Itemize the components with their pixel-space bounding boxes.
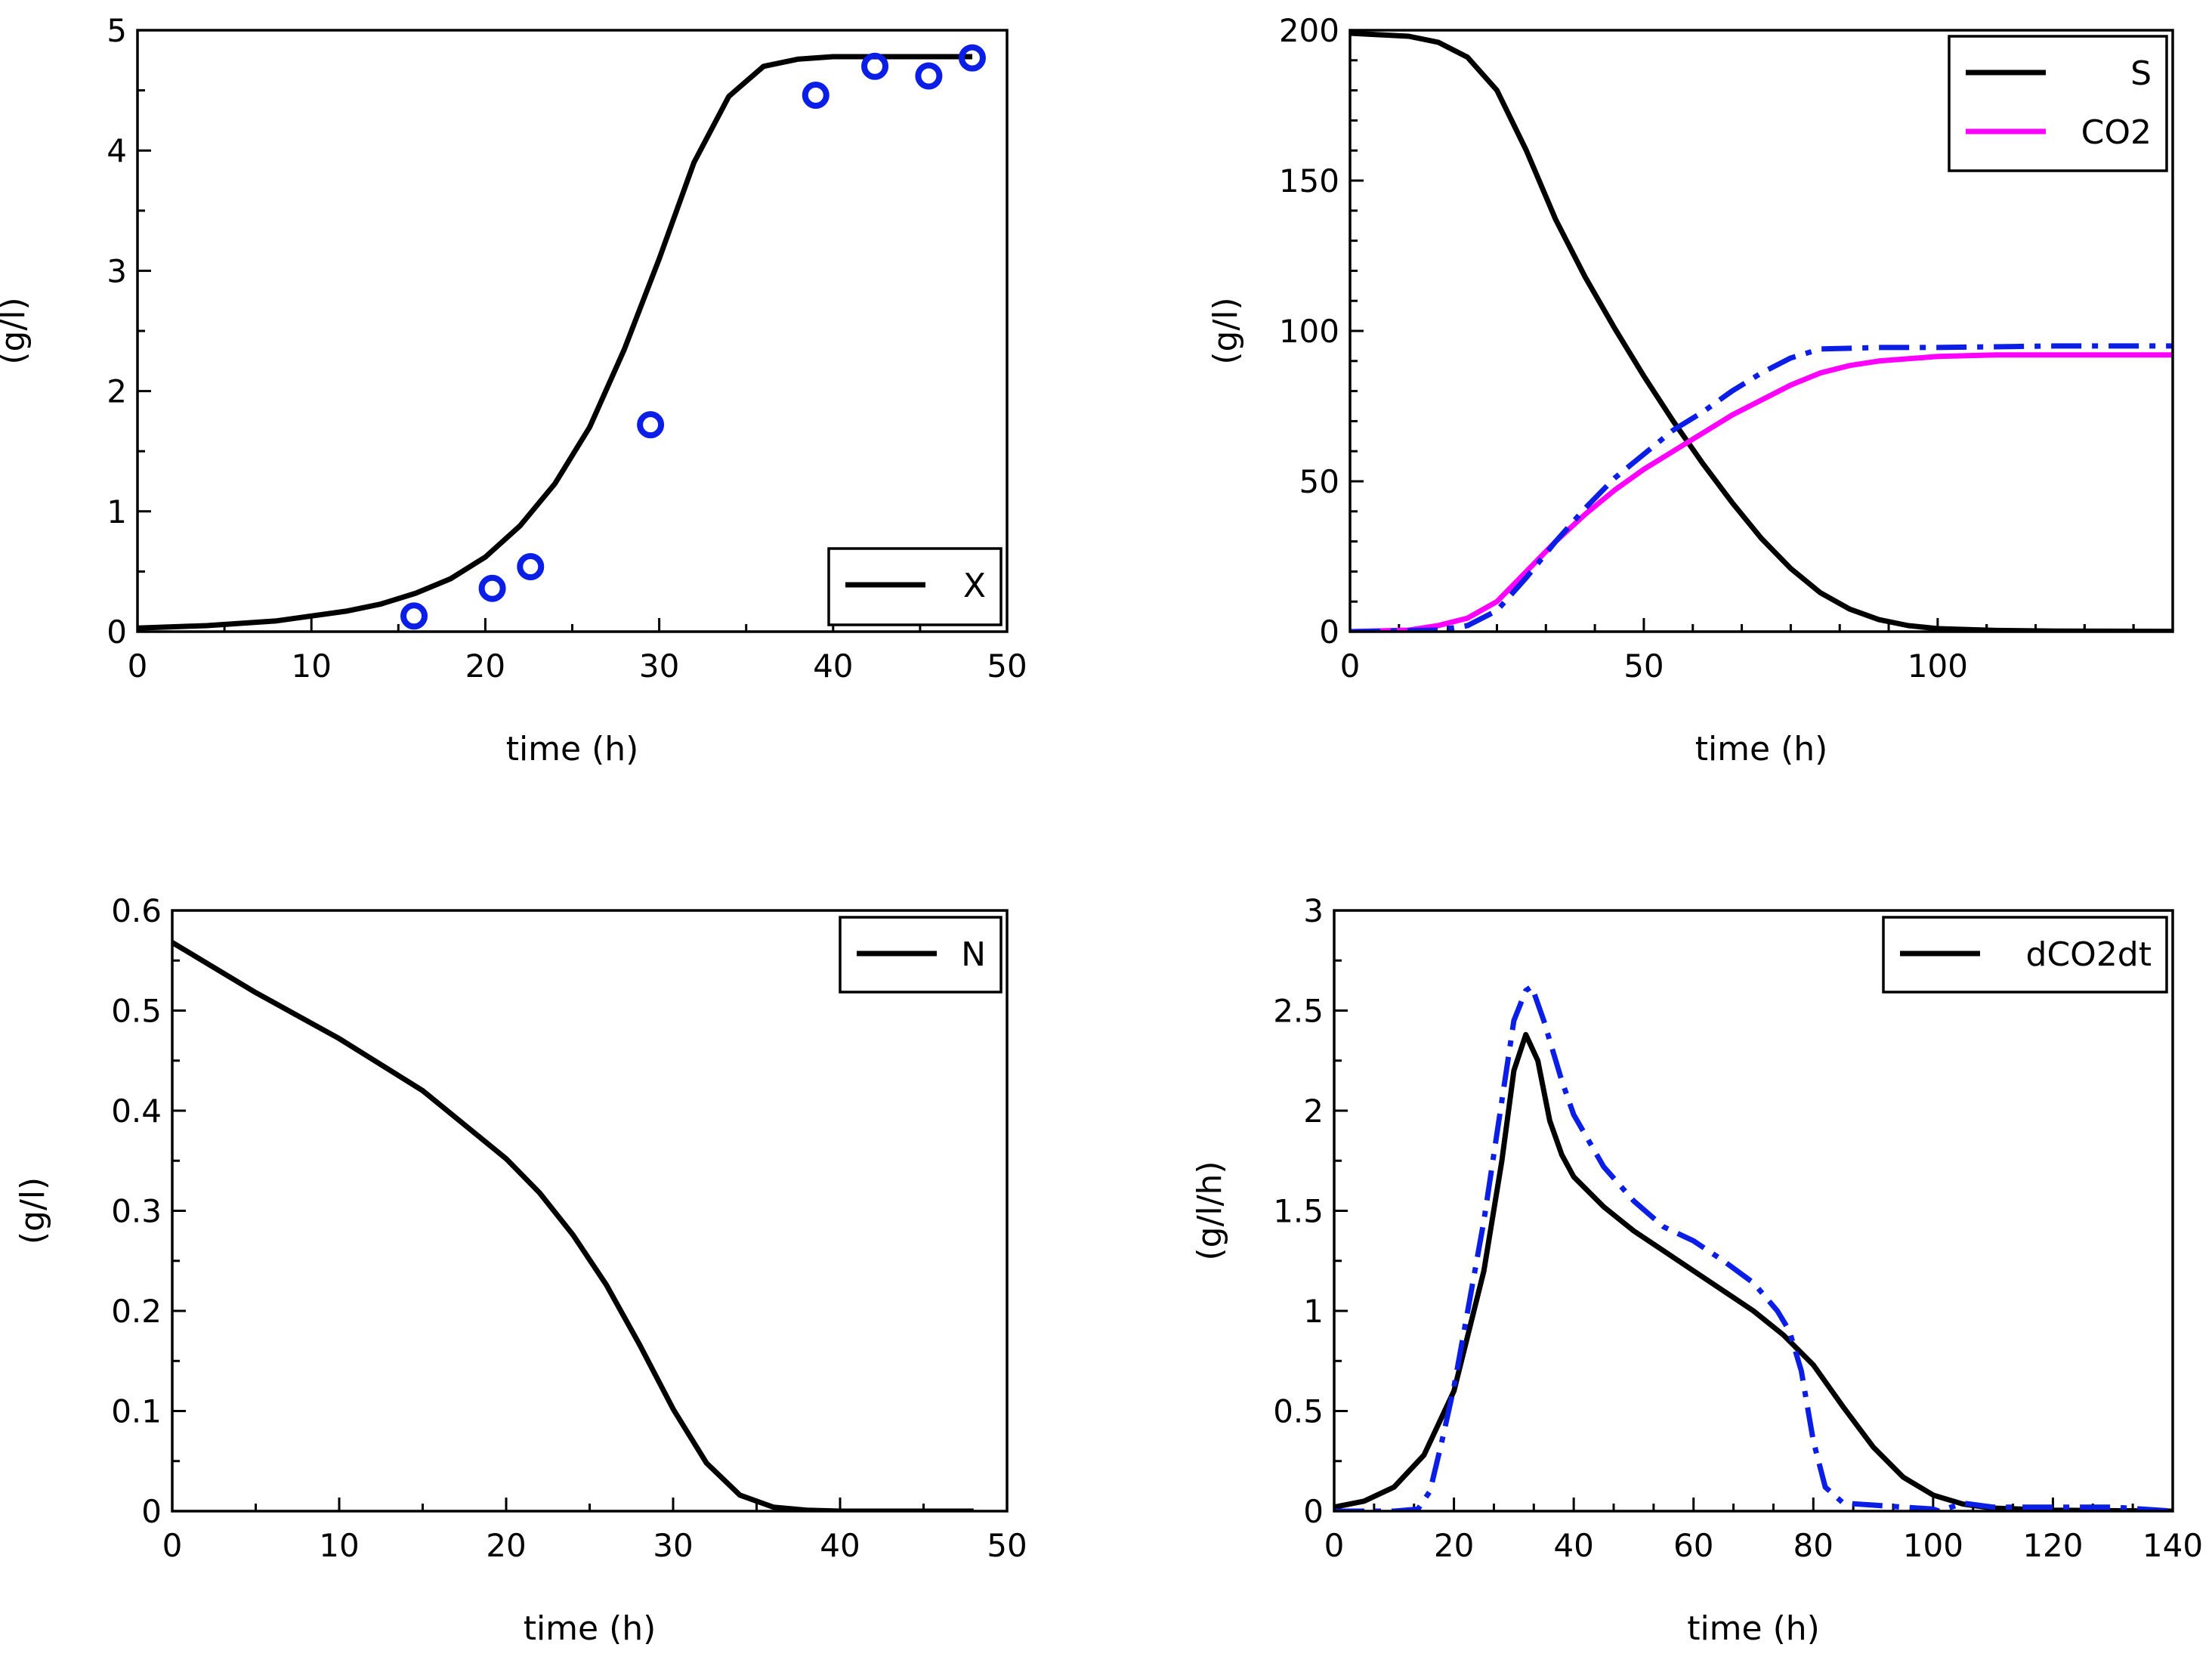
x-tick-label: 0 xyxy=(1324,1527,1345,1564)
data-point-marker xyxy=(478,574,506,602)
chart-panel-2: 0 50 100 0 50 100 150 200 time (h) (g/l) S CO2 xyxy=(1206,12,2174,768)
x-axis-label: time (h) xyxy=(1687,1609,1820,1648)
legend: X xyxy=(827,547,1003,626)
x-axis-label: time (h) xyxy=(524,1609,656,1648)
y-tick-label: 0.6 xyxy=(111,892,162,929)
data-point-marker xyxy=(517,553,545,581)
x-tick-label: 140 xyxy=(2142,1527,2203,1564)
legend-box xyxy=(1948,35,2168,172)
legend: S CO2 xyxy=(1948,35,2168,172)
x-tick-label: 0 xyxy=(1340,648,1361,685)
y-tick-label: 150 xyxy=(1279,162,1339,199)
y-tick-label: 50 xyxy=(1299,463,1339,500)
data-point-marker xyxy=(400,602,428,630)
data-point-marker xyxy=(915,62,943,90)
y-axis-label: (g/l) xyxy=(14,1177,52,1244)
x-tick-label: 50 xyxy=(987,648,1027,685)
x-tick-label: 0 xyxy=(162,1527,183,1564)
plot-frame xyxy=(171,909,1009,1513)
series-line-s xyxy=(1350,30,2173,632)
y-tick-label: 1 xyxy=(107,493,127,530)
x-tick-label: 10 xyxy=(319,1527,359,1564)
y-tick-label: 0 xyxy=(1319,614,1339,651)
plot-area xyxy=(172,940,974,1511)
legend-label: CO2 xyxy=(2081,113,2152,152)
series-line-x xyxy=(137,54,972,631)
y-tick-label: 3 xyxy=(1303,892,1324,929)
series-line-measured-2 xyxy=(1350,343,2173,632)
legend-label: dCO2dt xyxy=(2026,935,2152,974)
x-tick-label: 20 xyxy=(465,648,505,685)
x-tick-label: 20 xyxy=(486,1527,526,1564)
y-tick-label: 0 xyxy=(107,614,127,651)
x-tick-label: 80 xyxy=(1793,1527,1834,1564)
y-tick-label: 3 xyxy=(107,252,127,289)
series-line-co2 xyxy=(1350,352,2173,632)
y-tick-label: 2.5 xyxy=(1273,993,1324,1030)
legend: dCO2dt xyxy=(1882,916,2168,994)
y-tick-label: 0.1 xyxy=(111,1393,162,1430)
y-tick-label: 0 xyxy=(141,1493,162,1530)
series-line-n xyxy=(172,940,974,1511)
plot-frame xyxy=(1349,29,2174,633)
y-tick-label: 100 xyxy=(1279,313,1339,350)
x-tick-label: 30 xyxy=(653,1527,693,1564)
series-line-measured-1 xyxy=(1334,984,2173,1511)
x-tick-label: 40 xyxy=(813,648,853,685)
y-tick-label: 4 xyxy=(107,132,127,169)
x-tick-label: 30 xyxy=(639,648,679,685)
chart-panel-1: 0 10 20 30 40 50 0 1 2 3 4 5 time (h) (g/l) X xyxy=(0,12,1027,768)
legend-label: X xyxy=(963,567,986,605)
x-tick-label: 120 xyxy=(2022,1527,2083,1564)
x-axis-label: time (h) xyxy=(1695,730,1828,768)
x-tick-label: 40 xyxy=(820,1527,860,1564)
y-tick-label: 5 xyxy=(107,12,127,49)
x-tick-label: 60 xyxy=(1673,1527,1713,1564)
chart-panel-3: 0 10 20 30 40 50 0 0.1 0.2 0.3 0.4 0.5 0.6 time (h) (g… xyxy=(14,892,1027,1648)
legend: N xyxy=(839,916,1003,994)
legend-label: N xyxy=(961,935,986,974)
y-tick-label: 200 xyxy=(1279,12,1339,49)
data-point-marker xyxy=(958,44,986,72)
y-tick-label: 0.5 xyxy=(1273,1393,1324,1430)
y-tick-label: 0.3 xyxy=(111,1193,162,1230)
y-tick-label: 1 xyxy=(1303,1293,1324,1330)
x-tick-label: 10 xyxy=(291,648,331,685)
plot-area xyxy=(1334,984,2173,1511)
y-axis-label: (g/l/h) xyxy=(1191,1161,1229,1260)
y-tick-label: 0.4 xyxy=(111,1093,162,1130)
plot-frame xyxy=(1333,909,2174,1513)
plot-area xyxy=(137,44,986,631)
legend-label: S xyxy=(2130,54,2152,93)
y-tick-label: 2 xyxy=(1303,1093,1324,1130)
y-tick-label: 0 xyxy=(1303,1493,1324,1530)
chart-panel-4: 0 20 40 60 80 100 120 140 0 0.5 1 1.5 2 2.5 3 time (h) (… xyxy=(1191,892,2203,1648)
y-axis-label: (g/l) xyxy=(0,297,32,364)
plot-area xyxy=(1350,30,2173,632)
y-tick-label: 0.2 xyxy=(111,1293,162,1330)
x-tick-label: 50 xyxy=(987,1527,1027,1564)
y-tick-label: 0.5 xyxy=(111,993,162,1030)
data-point-marker xyxy=(861,52,889,80)
y-axis-label: (g/l) xyxy=(1206,297,1245,364)
x-tick-label: 50 xyxy=(1623,648,1664,685)
x-tick-label: 100 xyxy=(1908,648,1968,685)
x-tick-label: 0 xyxy=(128,648,148,685)
x-tick-label: 20 xyxy=(1434,1527,1474,1564)
x-tick-label: 100 xyxy=(1903,1527,1963,1564)
plot-frame xyxy=(136,29,1009,633)
series-line-dco2dt xyxy=(1334,1031,2173,1511)
y-tick-label: 2 xyxy=(107,373,127,410)
y-tick-label: 1.5 xyxy=(1273,1193,1324,1230)
x-tick-label: 40 xyxy=(1553,1527,1593,1564)
x-axis-label: time (h) xyxy=(506,730,639,768)
data-point-marker xyxy=(802,81,830,109)
data-point-marker xyxy=(637,411,665,439)
